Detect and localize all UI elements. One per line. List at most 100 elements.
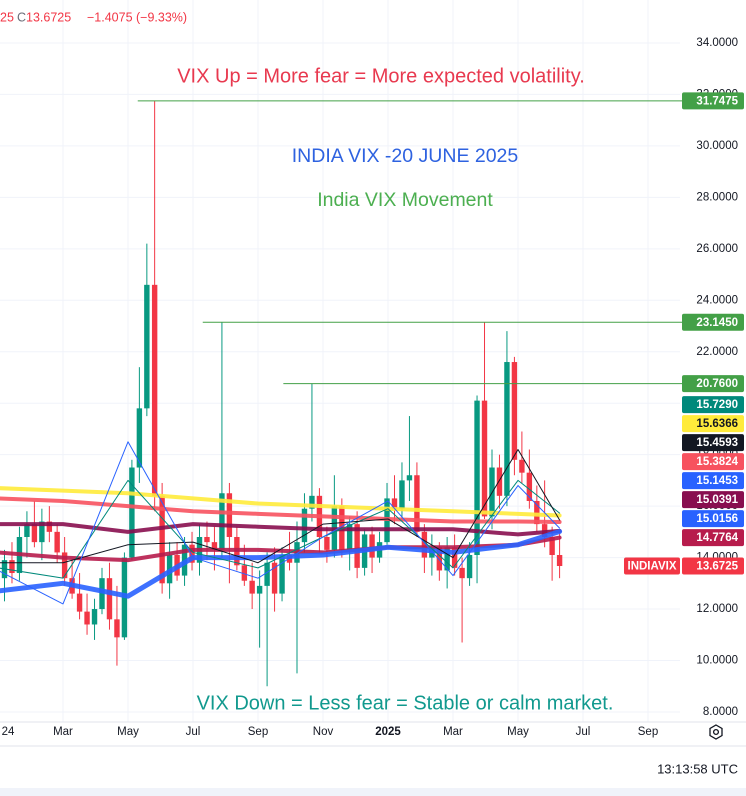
candle-body xyxy=(204,536,210,543)
candle-body xyxy=(414,475,420,532)
level-label-box xyxy=(682,375,744,393)
candle-body xyxy=(9,560,15,574)
y-tick-label: 8.0000 xyxy=(703,706,738,718)
ma-label: 15.0391 xyxy=(696,494,738,506)
ma-label: 15.1453 xyxy=(696,475,738,487)
ma-label: 15.0156 xyxy=(696,513,738,525)
candle-body xyxy=(526,472,533,501)
level-label: 20.7600 xyxy=(696,378,738,390)
x-tick-label: Jul xyxy=(186,726,201,738)
candle-body xyxy=(264,562,270,586)
candle-body xyxy=(519,459,525,473)
candle-body xyxy=(459,567,465,579)
candle-body xyxy=(256,585,263,594)
legend-header: 25 C 13.6725 −1.4075 (−9.33%) xyxy=(0,10,187,24)
ma-label-box xyxy=(682,529,744,547)
ma-label-box xyxy=(682,396,744,414)
moving-averages xyxy=(0,441,563,605)
candle-body xyxy=(31,524,38,543)
candle-body xyxy=(421,531,428,558)
y-tick-label: 24.0000 xyxy=(696,294,738,306)
candle-body xyxy=(241,565,248,581)
candle-body xyxy=(354,524,360,568)
candle-body xyxy=(46,521,53,532)
ma-label-box xyxy=(682,472,744,490)
x-tick-label: Mar xyxy=(443,726,463,738)
x-tick-label: Jul xyxy=(576,726,591,738)
candle-body xyxy=(309,495,315,509)
candle-body xyxy=(211,542,218,550)
candle-body xyxy=(549,536,555,556)
ma-label-box xyxy=(682,510,744,528)
level-label-box xyxy=(682,92,744,110)
candle-body xyxy=(451,547,458,568)
y-tick-label: 26.0000 xyxy=(696,243,738,255)
moving-average-line xyxy=(0,535,562,563)
moving-average-line xyxy=(0,528,563,599)
settings-dot xyxy=(712,728,720,736)
settings-hexagon xyxy=(709,724,723,740)
ma-label: 14.7764 xyxy=(696,532,738,544)
moving-average-line xyxy=(0,479,561,579)
candle-body xyxy=(511,362,518,460)
y-tick-label: 34.0000 xyxy=(696,37,738,49)
candle-body xyxy=(39,521,45,543)
footer-strip xyxy=(0,788,746,796)
candle-body xyxy=(556,555,563,567)
candle-body xyxy=(136,408,143,468)
x-tick-label: Sep xyxy=(638,726,658,738)
symbol-label-box xyxy=(624,557,680,575)
moving-average-line xyxy=(0,449,561,564)
candle-body xyxy=(399,480,405,509)
candle-body xyxy=(151,284,158,496)
last-price-label: 13.6725 xyxy=(696,561,738,573)
y-tick-label: 28.0000 xyxy=(696,191,738,203)
chart-subtitle: India VIX Movement xyxy=(317,189,493,211)
candle-body xyxy=(189,544,195,563)
candle-body xyxy=(159,495,165,584)
candle-body xyxy=(481,400,488,517)
x-tick-label: Nov xyxy=(313,726,334,738)
candle-body xyxy=(249,580,255,594)
ma-label-box xyxy=(682,415,744,433)
candle-body xyxy=(219,493,225,550)
header-close-prefix: C xyxy=(17,10,26,24)
y-tick-label: 10.0000 xyxy=(696,655,738,667)
candle-body xyxy=(99,578,105,610)
candle-body xyxy=(76,593,83,612)
grid xyxy=(0,0,680,722)
candle-body xyxy=(271,562,278,594)
ma-label: 15.3824 xyxy=(696,456,738,468)
candle-body xyxy=(144,284,150,409)
candle-body xyxy=(114,619,120,638)
overlay: VIX Up = More fear = More expected volat… xyxy=(137,65,682,714)
x-tick-label: May xyxy=(507,726,529,738)
moving-average-line xyxy=(0,441,561,605)
y-tick-label: 30.0000 xyxy=(696,140,738,152)
candle-body xyxy=(324,536,330,550)
settings-icon[interactable] xyxy=(709,724,723,740)
candle-body xyxy=(369,534,375,558)
clock: 13:13:58 UTC xyxy=(657,761,738,776)
level-label: 31.7475 xyxy=(696,95,738,107)
y-tick-label: 12.0000 xyxy=(696,603,738,615)
candle-body xyxy=(474,400,480,556)
candle-body xyxy=(129,467,135,558)
x-tick-label: Mar xyxy=(53,726,73,738)
candle-body xyxy=(61,552,68,579)
ma-label-box xyxy=(682,491,744,509)
level-label-box xyxy=(682,313,744,331)
header-close: 13.6725 xyxy=(26,10,71,24)
chart-title: INDIA VIX -20 JUNE 2025 xyxy=(292,145,519,167)
x-tick-label: May xyxy=(117,726,139,738)
header-prefix: 25 xyxy=(0,10,14,24)
candle-body xyxy=(466,555,473,579)
moving-average-line xyxy=(0,522,562,537)
moving-average-line xyxy=(0,486,562,518)
candle-body xyxy=(346,524,353,550)
ma-label: 15.4593 xyxy=(696,437,738,449)
ma-label-box xyxy=(682,434,744,452)
candle-body xyxy=(496,467,503,496)
